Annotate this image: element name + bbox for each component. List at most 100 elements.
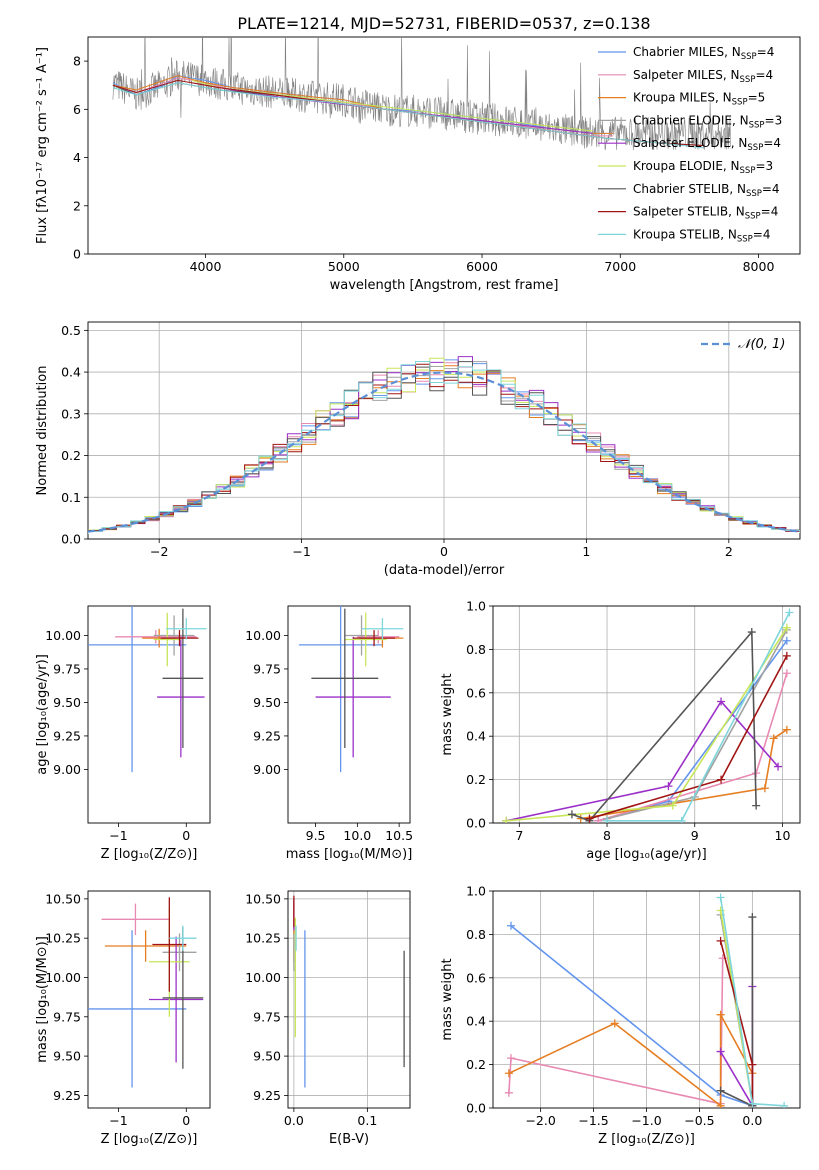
x-tick-label: −1 (292, 544, 310, 559)
legend-label-salpeter-elodie: Salpeter ELODIE, NSSP=4 (633, 136, 781, 153)
weight-marker-kroupa-stelib (716, 893, 725, 902)
mass-vs-Z-frame (87, 890, 211, 1109)
x-axis-label: age [log₁₀(age/yr)] (586, 847, 707, 862)
age-vs-Z-frame (87, 605, 211, 824)
normal-reference-curve (88, 371, 798, 533)
weight-marker-chabrier-stelib (567, 810, 576, 819)
y-axis-label: Normed distribution (35, 366, 50, 496)
x-tick-label: 4000 (190, 259, 222, 274)
weight-marker-kroupa-stelib (785, 608, 794, 617)
x-tick-label: −0.5 (684, 1113, 714, 1128)
weight-marker-salpeter-stelib (782, 651, 791, 660)
y-tick-label: 0.4 (61, 365, 81, 380)
legend-label-kroupa-elodie: Kroupa ELODIE, NSSP=3 (633, 159, 773, 176)
weight-marker-salpeter-stelib (748, 1060, 757, 1069)
y-tick-label: 10.25 (245, 931, 281, 946)
y-tick-label: 1.0 (466, 599, 486, 614)
x-axis-label: E(B-V) (329, 1132, 369, 1147)
weight-marker-salpeter-miles (782, 669, 791, 678)
weight-marker-chabrier-stelib (716, 1086, 725, 1095)
model-line-kroupa-stelib (112, 82, 704, 149)
weight-marker-kroupa-elodie (782, 623, 791, 632)
x-tick-label: 0 (182, 828, 190, 843)
errorbar-point-salpeter-miles (357, 630, 400, 644)
figure-title: PLATE=1214, MJD=52731, FIBERID=0537, z=0… (237, 14, 650, 33)
legend-label-kroupa-miles: Kroupa MILES, NSSP=5 (633, 91, 765, 108)
y-tick-label: 8 (73, 54, 81, 69)
x-tick-label: 0.0 (742, 1113, 762, 1128)
y-tick-label: 0.2 (61, 448, 81, 463)
x-tick-label: 0.0 (284, 1113, 304, 1128)
errorbar-point-salpeter-elodie (157, 636, 205, 758)
y-tick-label: 9.75 (53, 661, 81, 676)
y-tick-label: 10.00 (45, 628, 81, 643)
y-tick-label: 9.00 (53, 762, 81, 777)
weight-marker-salpeter-elodie (774, 762, 783, 771)
weight-line-salpeter-miles (508, 958, 724, 1105)
y-tick-label: 0.4 (466, 729, 486, 744)
x-tick-label: 5000 (328, 259, 360, 274)
weight-marker-kroupa-miles (782, 725, 791, 734)
y-tick-label: 10.00 (245, 970, 281, 985)
weight-marker-salpeter-elodie (717, 697, 726, 706)
errorbar-point-chabrier-elodie (344, 615, 379, 656)
y-tick-label: 0.0 (61, 532, 81, 547)
errorbar-point-salpeter-stelib (152, 897, 187, 992)
y-tick-label: 9.50 (53, 695, 81, 710)
weight-marker-kroupa-stelib (748, 1099, 757, 1108)
y-tick-label: 0.1 (61, 490, 81, 505)
errorbar-point-kroupa-stelib (165, 618, 207, 640)
y-axis-label: mass [log₁₀(M/M⊙)] (35, 936, 50, 1063)
weight-marker-kroupa-stelib (677, 816, 686, 823)
errorbar-point-chabrier-stelib (162, 608, 204, 748)
x-tick-label: −1 (109, 828, 127, 843)
y-tick-label: 10.25 (45, 931, 81, 946)
y-tick-label: 0.8 (466, 927, 486, 942)
y-tick-label: 2 (73, 198, 81, 213)
x-tick-label: −1.5 (578, 1113, 608, 1128)
weight-marker-salpeter-stelib (717, 775, 726, 784)
errorbar-point-chabrier-elodie (162, 933, 197, 972)
weight-marker-chabrier-miles (506, 921, 515, 930)
x-tick-label: −2 (150, 544, 168, 559)
x-tick-label: 6000 (466, 259, 498, 274)
weight-marker-kroupa-miles (504, 1069, 513, 1078)
x-tick-label: 9.5 (306, 828, 326, 843)
weight-marker-chabrier-stelib (747, 628, 756, 637)
y-tick-label: 6 (73, 102, 81, 117)
legend-label-normal: 𝒩(0, 1) (738, 337, 785, 352)
legend-label-salpeter-stelib: Salpeter STELIB, NSSP=4 (633, 205, 778, 222)
weight-marker-chabrier-stelib (752, 801, 761, 810)
weight-marker-salpeter-stelib (585, 814, 594, 823)
mass-weight-vs-Z-frame (492, 890, 801, 1109)
x-tick-label: 0 (440, 544, 448, 559)
mass-weight-vs-age-frame (492, 605, 801, 824)
y-tick-label: 0.3 (61, 406, 81, 421)
y-tick-label: 9.75 (253, 661, 281, 676)
weight-marker-kroupa-miles (716, 1101, 725, 1108)
weight-marker-chabrier-stelib (748, 913, 757, 922)
weight-marker-kroupa-miles (716, 1010, 725, 1019)
y-tick-label: 9.50 (253, 695, 281, 710)
errorbar-point-kroupa-stelib (169, 925, 197, 951)
y-tick-label: 0.4 (466, 1014, 486, 1029)
x-tick-label: 10.5 (385, 828, 413, 843)
legend-label-chabrier-miles: Chabrier MILES, NSSP=4 (633, 45, 774, 62)
mass-vs-EBV-axes: 0.0 0.1 9.25 9.50 9.75 10.00 10.25 10.50 E(B-V) (245, 890, 411, 1147)
weight-line-salpeter-elodie (506, 700, 779, 822)
weight-marker-salpeter-miles (506, 1054, 515, 1063)
x-axis-label: Z [log₁₀(Z/Z⊙)] (101, 847, 198, 862)
errorbar-point-salpeter-elodie (315, 636, 391, 758)
y-axis-label: mass weight (440, 958, 455, 1040)
mass-weight-vs-age-plot-area (502, 608, 794, 823)
legend-label-chabrier-stelib: Chabrier STELIB, NSSP=4 (633, 182, 780, 199)
errorbar-point-salpeter-miles (101, 903, 170, 936)
y-tick-label: 10.50 (245, 891, 281, 906)
y-tick-label: 0.0 (466, 1101, 486, 1116)
errorbar-point-chabrier-miles (298, 606, 383, 773)
errorbar-point-chabrier-miles (88, 606, 187, 773)
weight-marker-kroupa-miles (769, 734, 778, 743)
y-tick-label: 9.75 (53, 1009, 81, 1024)
x-tick-label: 1 (582, 544, 590, 559)
y-tick-label: 9.25 (53, 728, 81, 743)
